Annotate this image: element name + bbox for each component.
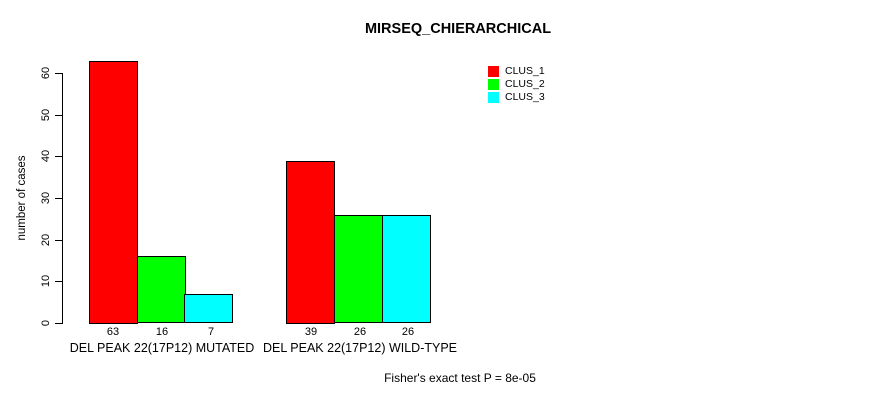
bar-clus_2-group2 <box>334 215 383 323</box>
bar-value-label: 26 <box>401 326 415 338</box>
bar-clus_1-group1 <box>89 61 138 324</box>
legend-item: CLUS_1 <box>488 65 545 78</box>
bar-clus_3-group1 <box>184 294 233 323</box>
y-axis-tick <box>55 281 62 282</box>
legend-item: CLUS_3 <box>488 91 545 104</box>
y-axis-tick <box>55 323 62 324</box>
y-axis-tick <box>55 198 62 199</box>
legend-swatch-clus_3 <box>488 92 499 103</box>
y-axis-tick-label: 0 <box>40 319 52 327</box>
bar-value-label: 26 <box>353 326 367 338</box>
legend: CLUS_1 CLUS_2 CLUS_3 <box>488 65 545 104</box>
legend-item: CLUS_2 <box>488 78 545 91</box>
legend-item-label: CLUS_2 <box>505 78 545 90</box>
bar-clus_2-group1 <box>137 256 186 323</box>
y-axis-tick-label: 50 <box>40 108 52 122</box>
bar-value-label: 63 <box>106 326 120 338</box>
y-axis-tick-label: 10 <box>40 274 52 288</box>
bar-value-label: 16 <box>155 326 169 338</box>
y-axis-tick-label: 40 <box>40 149 52 163</box>
y-axis-tick-label: 30 <box>40 191 52 205</box>
y-axis-label: number of cases <box>16 155 28 241</box>
bar-clus_3-group2 <box>382 215 431 323</box>
annotation-text: Fisher's exact test P = 8e-05 <box>384 371 536 385</box>
bar-clus_1-group2 <box>286 161 335 324</box>
bar-value-label: 7 <box>207 326 215 338</box>
y-axis-tick <box>55 115 62 116</box>
x-axis-category-label: DEL PEAK 22(17P12) WILD-TYPE <box>262 341 458 355</box>
legend-item-label: CLUS_1 <box>505 65 545 77</box>
y-axis-tick <box>55 240 62 241</box>
y-axis-tick-label: 60 <box>40 66 52 80</box>
y-axis-tick-label: 20 <box>40 233 52 247</box>
legend-swatch-clus_2 <box>488 79 499 90</box>
legend-item-label: CLUS_3 <box>505 91 545 103</box>
legend-swatch-clus_1 <box>488 66 499 77</box>
bar-value-label: 39 <box>304 326 318 338</box>
y-axis-tick <box>55 156 62 157</box>
y-axis-line <box>62 73 63 324</box>
x-axis-category-label: DEL PEAK 22(17P12) MUTATED <box>69 341 255 355</box>
y-axis-tick <box>55 73 62 74</box>
chart-title: MIRSEQ_CHIERARCHICAL <box>364 21 552 37</box>
